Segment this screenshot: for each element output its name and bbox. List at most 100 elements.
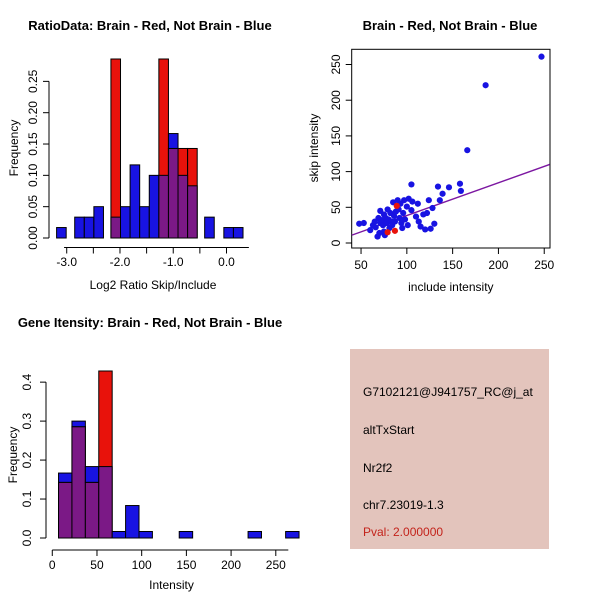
panel-gene-histogram: Gene Itensity: Brain - Red, Not Brain - … [0,300,300,600]
scatter-point-blue [482,82,489,89]
bar-overlap [71,426,86,539]
bar-overlap [58,481,73,539]
bar-overlap [177,174,189,239]
scatter-point-blue [456,180,464,187]
y-tick-label: 0 [329,239,343,246]
x-tick-label: 200 [221,558,241,572]
y-axis-label: skip intensity [307,114,321,183]
chart-title-scatter: Brain - Red, Not Brain - Blue [362,18,538,33]
locus: chr7.23019-1.3 [363,498,444,512]
scatter-point-blue [538,53,545,60]
scatter-point-blue [434,183,442,190]
bar-blue [111,530,127,539]
bar-overlap [167,147,179,239]
bar-blue [139,206,150,239]
x-axis-label: include intensity [408,280,493,294]
bar-blue [74,216,85,239]
y-tick-label: 150 [329,126,343,146]
x-tick-label: 250 [534,258,554,272]
bar-overlap [158,174,169,239]
y-tick-label: 0.4 [20,373,34,390]
bar-blue [285,530,300,539]
scatter-point-blue [431,220,438,227]
gene-histogram-plot: 0.0 0.1 0.2 0.3 0.4 0 50 100 150 200 250 Intensity F… [6,370,300,592]
y-tick-label: 0.25 [26,69,40,93]
scatter-point-blue [367,227,374,234]
y-tick-label: 0.1 [20,490,34,507]
bar-overlap [98,466,113,539]
scatter-point-blue [403,203,410,210]
scatter-point-blue [408,181,415,188]
scatter-point-blue [417,223,424,230]
scatter-point-blue [429,204,436,212]
scatter-point-blue [399,224,406,232]
bar-blue [83,216,95,239]
plot-box [351,48,551,249]
bar-blue [204,216,215,239]
bar-blue [129,164,141,239]
probe-id: G7102121@J941757_RC@j_at [363,385,533,399]
event-type: altTxStart [363,423,415,437]
scatter-point-blue [391,218,399,225]
panel-ratio-histogram: RatioData: Brain - Red, Not Brain - Blue… [0,0,300,300]
scatter-point-blue [445,184,453,191]
y-tick-label: 100 [329,161,343,181]
x-tick-label: 0 [49,558,56,572]
bar-blue [232,227,244,239]
scatter-point-blue [427,225,434,232]
bar-overlap [84,481,100,539]
bar-overlap [187,185,198,239]
scatter-point-blue [414,200,421,207]
bar-blue [167,133,179,149]
y-tick-label: 0.0 [20,529,34,546]
bar-blue [148,174,160,239]
bar-blue [58,472,73,483]
pval: Pval: 2.000000 [363,525,444,539]
panel-info: G7102121@J941757_RC@j_at altTxStart Nr2f… [300,300,600,600]
y-tick-label: 0.3 [20,412,34,429]
scatter-point-blue [439,190,446,197]
bar-blue [56,227,67,239]
bar-overlap [110,216,122,239]
chart-title-ratio: RatioData: Brain - Red, Not Brain - Blue [28,18,272,33]
scatter-point-blue [457,187,464,194]
x-tick-label: -1.0 [163,255,184,269]
bar-blue [247,530,262,539]
bar-blue [178,530,194,539]
y-axis-label: Frequency [7,120,21,177]
x-tick-label: 150 [443,258,463,272]
scatter-point-blue [425,197,432,204]
y-tick-label: 0.2 [20,451,34,468]
scatter-point-blue [396,214,403,222]
scatter-point-blue [408,207,415,214]
x-tick-label: 50 [354,258,368,272]
x-tick-label: 0.0 [218,255,235,269]
bar-blue [223,227,234,239]
y-tick-label: 0.00 [26,226,40,250]
y-tick-label: 200 [329,90,343,110]
scatter-point-blue [356,220,363,227]
y-tick-label: 0.10 [26,163,40,187]
x-tick-label: -2.0 [110,255,131,269]
x-tick-label: 250 [266,558,286,572]
x-tick-label: 50 [90,558,104,572]
scatter-point-red [391,227,399,234]
scatter-point-blue [423,209,431,217]
x-tick-label: 200 [488,258,508,272]
info-box: G7102121@J941757_RC@j_at altTxStart Nr2f… [350,349,549,549]
gene-name: Nr2f2 [363,461,393,475]
bar-blue [71,420,86,428]
scatter-point-blue [400,209,407,217]
bar-red [110,58,122,239]
scatter-point-blue [412,213,420,220]
scatter-point-blue [360,219,367,227]
panel-scatter: Brain - Red, Not Brain - Blue 50 100 150 20… [300,0,600,300]
y-tick-label: 250 [329,54,343,74]
bar-blue [138,530,153,539]
x-axis-label: Log2 Ratio Skip/Include [90,278,217,292]
y-tick-label: 0.20 [26,101,40,125]
x-tick-label: 150 [176,558,196,572]
x-axis-label: Intensity [149,578,194,592]
bar-blue [84,466,100,483]
